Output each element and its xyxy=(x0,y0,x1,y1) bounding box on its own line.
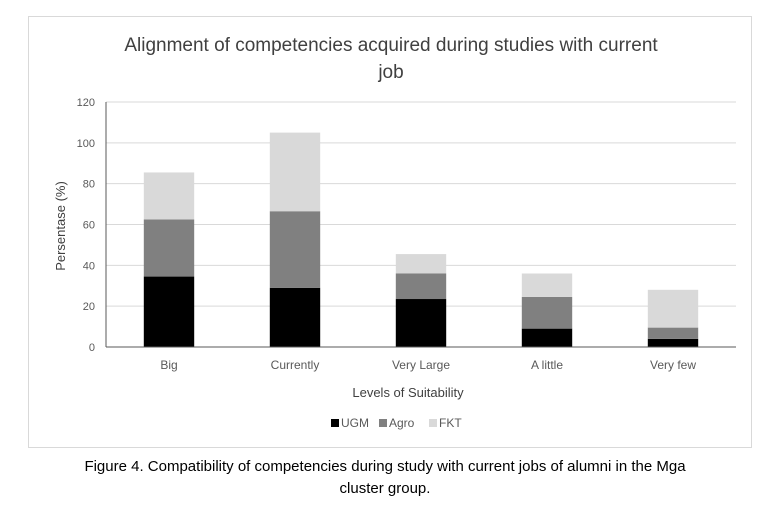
caption-line-2: cluster group. xyxy=(339,480,431,497)
legend-label-agro: Agro xyxy=(389,416,415,430)
legend-swatch-agro xyxy=(379,419,387,427)
chart-title-line-2: job xyxy=(377,62,403,83)
bar-fkt-4 xyxy=(647,289,699,328)
x-tick-label: Big xyxy=(160,358,177,372)
y-tick-label: 40 xyxy=(83,260,95,272)
x-tick-label: Very Large xyxy=(392,358,450,372)
x-axis-title: Levels of Suitability xyxy=(352,385,464,400)
y-tick-label: 0 xyxy=(89,342,95,354)
chart-frame: 0 20 40 60 80 100 120 Big Currently Very Large A l… xyxy=(28,16,752,448)
bar-agro-2 xyxy=(395,273,447,300)
y-axis-title: Persentase (%) xyxy=(53,181,68,271)
bar-agro-1 xyxy=(269,211,321,288)
chart-title-line-1: Alignment of competencies acquired durin… xyxy=(124,35,658,56)
bar-agro-0 xyxy=(143,219,195,277)
bar-fkt-3 xyxy=(521,273,573,297)
bar-fkt-0 xyxy=(143,172,195,220)
bar-fkt-1 xyxy=(269,132,321,212)
legend: UGM Agro FKT xyxy=(331,416,462,430)
bar-agro-4 xyxy=(647,327,699,339)
bar-ugm-4 xyxy=(647,338,699,347)
y-tick-label: 20 xyxy=(83,301,95,313)
x-tick-label: Very few xyxy=(650,358,696,372)
legend-swatch-ugm xyxy=(331,419,339,427)
y-tick-label: 80 xyxy=(83,179,95,191)
figure-caption: Figure 4. Compatibility of competencies … xyxy=(0,456,770,500)
legend-label-fkt: FKT xyxy=(439,416,462,430)
bar-agro-3 xyxy=(521,296,573,329)
stacked-bar-chart: 0 20 40 60 80 100 120 Big Currently Very Large A l… xyxy=(53,35,736,430)
bar-ugm-1 xyxy=(269,287,321,347)
bar-ugm-3 xyxy=(521,328,573,347)
bar-ugm-0 xyxy=(143,276,195,347)
legend-swatch-fkt xyxy=(429,419,437,427)
x-tick-label: A little xyxy=(531,358,563,372)
x-tick-label: Currently xyxy=(271,358,320,372)
y-tick-label: 60 xyxy=(83,220,95,232)
y-tick-label: 100 xyxy=(77,138,95,150)
bar-ugm-2 xyxy=(395,299,447,347)
y-tick-label: 120 xyxy=(77,97,95,109)
bar-fkt-2 xyxy=(395,254,447,274)
caption-line-1: Figure 4. Compatibility of competencies … xyxy=(84,458,686,475)
legend-label-ugm: UGM xyxy=(341,416,369,430)
